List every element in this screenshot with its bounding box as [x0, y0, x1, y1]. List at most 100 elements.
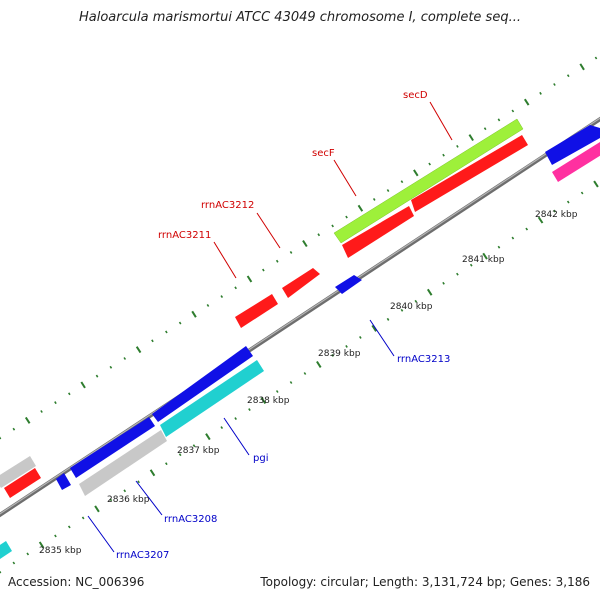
minor-tick	[178, 321, 182, 325]
topology-text: Topology: circular; Length: 3,131,724 bp…	[260, 575, 590, 589]
minor-tick	[553, 209, 556, 213]
minor-tick	[566, 200, 570, 204]
minor-tick	[442, 153, 445, 157]
minor-tick	[275, 390, 279, 393]
minor-tick	[54, 534, 57, 538]
major-tick	[191, 310, 197, 318]
major-tick	[579, 63, 585, 71]
gene-label-rrnac3207[interactable]: rrnAC3207	[116, 550, 169, 561]
major-tick	[413, 169, 419, 177]
minor-tick	[220, 426, 224, 430]
gene-blue-right	[545, 125, 600, 165]
gene-secf	[411, 135, 528, 212]
major-tick	[302, 240, 308, 248]
minor-tick	[165, 462, 168, 466]
minor-tick	[497, 245, 501, 249]
major-tick	[468, 134, 474, 142]
kbp-label: 2838 kbp	[247, 396, 290, 406]
gene-rrnac3213	[335, 275, 362, 294]
minor-tick	[54, 401, 57, 405]
kbp-label: 2837 kbp	[177, 446, 220, 456]
kbp-label: 2836 kbp	[107, 495, 150, 505]
major-tick	[38, 541, 45, 549]
minor-tick	[137, 480, 140, 484]
minor-tick	[483, 127, 487, 131]
callout-lines	[87, 101, 453, 553]
minor-tick	[400, 180, 404, 184]
major-tick	[135, 346, 142, 354]
major-tick	[80, 381, 86, 389]
major-tick	[246, 275, 253, 283]
minor-tick	[109, 498, 113, 502]
gene-blue-long	[152, 346, 253, 422]
minor-tick	[594, 56, 598, 60]
gene-left-red	[4, 468, 41, 498]
major-tick	[149, 469, 156, 477]
gene-label-rrnac3211[interactable]: rrnAC3211	[158, 230, 211, 241]
minor-tick	[234, 417, 237, 421]
minor-tick	[165, 330, 168, 334]
kbp-label: 2839 kbp	[318, 349, 361, 359]
minor-tick	[220, 295, 224, 299]
gene-label-secf[interactable]: secF	[312, 148, 335, 159]
minor-tick	[192, 444, 196, 448]
minor-tick	[289, 381, 293, 384]
minor-tick	[566, 74, 570, 78]
minor-tick	[345, 344, 348, 348]
major-tick	[316, 360, 322, 368]
major-tick	[24, 416, 31, 424]
kbp-label: 2835 kbp	[39, 546, 82, 556]
minor-tick	[456, 272, 459, 276]
minor-tick	[12, 427, 16, 431]
minor-tick	[178, 453, 182, 457]
major-tick	[537, 216, 544, 224]
gene-label-rrnac3212[interactable]: rrnAC3212	[201, 200, 254, 211]
minor-tick	[359, 335, 362, 339]
minor-tick	[234, 286, 237, 290]
gene-label-pgi[interactable]: pgi	[253, 453, 268, 464]
minor-tick	[95, 374, 99, 378]
gene-label-rrnac3208[interactable]: rrnAC3208	[164, 514, 217, 525]
gene-rrnac3212	[282, 268, 320, 298]
gene-secd	[333, 118, 524, 244]
minor-tick	[275, 259, 279, 263]
minor-tick	[123, 489, 127, 493]
minor-tick	[317, 233, 321, 237]
major-tick	[482, 252, 488, 260]
gene-cyan-left	[0, 541, 12, 559]
minor-tick	[386, 317, 390, 321]
minor-tick	[331, 224, 334, 228]
kbp-label: 2842 kbp	[535, 210, 578, 220]
minor-tick	[428, 162, 431, 166]
minor-tick	[580, 191, 584, 195]
minor-tick	[511, 109, 515, 113]
minor-tick	[331, 353, 334, 357]
minor-tick	[81, 516, 85, 520]
minor-tick	[345, 215, 348, 219]
minor-tick	[525, 227, 529, 231]
minor-tick	[0, 570, 2, 574]
gene-label-rrnac3213[interactable]: rrnAC3213	[397, 354, 450, 365]
minor-tick	[206, 303, 210, 307]
minor-tick	[248, 408, 251, 412]
major-tick	[593, 180, 599, 188]
minor-tick	[26, 552, 30, 556]
outer-tick-row	[0, 56, 598, 440]
gene-pgi	[160, 360, 264, 437]
gene-label-secd[interactable]: secD	[403, 90, 428, 101]
major-tick	[371, 324, 377, 332]
minor-tick	[497, 118, 501, 122]
major-tick	[94, 505, 100, 513]
major-tick	[357, 204, 364, 212]
minor-tick	[0, 436, 2, 440]
gene-red-2	[342, 206, 414, 258]
minor-tick	[262, 268, 265, 272]
minor-tick	[553, 83, 556, 86]
minor-tick	[12, 561, 16, 565]
minor-tick	[511, 236, 515, 240]
inner-tick-row	[0, 180, 599, 574]
gene-pink-right	[552, 142, 600, 182]
gene-rrnac3207	[56, 473, 71, 490]
minor-tick	[539, 91, 542, 95]
accession-text: Accession: NC_006396	[8, 575, 145, 589]
